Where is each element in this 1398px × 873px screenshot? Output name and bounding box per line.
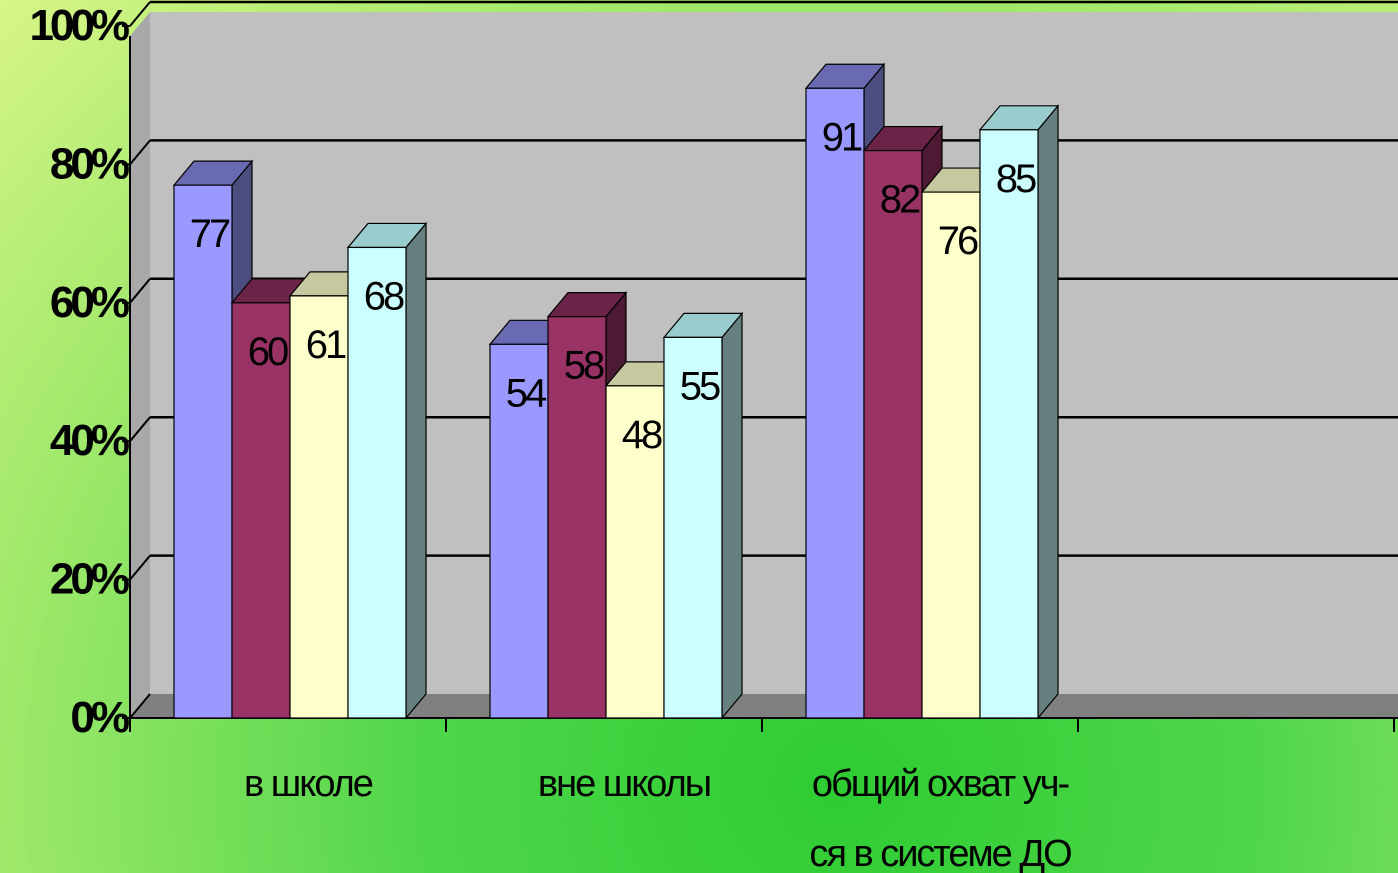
bar-front — [489, 343, 549, 719]
bar-series-4-2 — [662, 311, 744, 720]
data-label: 48 — [622, 413, 662, 457]
side-wall — [130, 12, 150, 718]
data-label: 85 — [996, 157, 1036, 201]
bar-side — [721, 311, 743, 720]
category-label: общий охват уч- — [812, 763, 1069, 805]
bar-front — [231, 302, 291, 719]
data-label: 54 — [506, 371, 547, 415]
data-label: 58 — [564, 344, 604, 388]
y-tick-label: 80% — [50, 139, 129, 188]
bar-side — [405, 221, 427, 720]
gridline-side — [129, 693, 151, 719]
bar-front — [289, 295, 349, 719]
category-label: ся в системе ДО — [809, 833, 1071, 873]
gridline-side — [129, 278, 151, 304]
bar-front — [863, 149, 923, 719]
bar-front — [605, 385, 665, 719]
data-labels: 77 60 61 68 54 58 48 55 91 82 76 85 — [190, 115, 1039, 457]
bar-front — [173, 184, 233, 719]
category-labels: в школе вне школы общий охват уч-ся в сист… — [244, 763, 1073, 873]
bar-front — [921, 191, 981, 719]
y-tick-label: 0% — [70, 693, 128, 742]
floor — [130, 694, 1398, 718]
category-label: вне школы — [538, 763, 710, 805]
data-label: 77 — [190, 212, 230, 256]
bar-side — [1037, 104, 1059, 720]
gridline-side — [129, 554, 151, 581]
data-label: 55 — [680, 364, 720, 408]
bar-series-4-3 — [978, 104, 1060, 720]
bar-front — [663, 336, 723, 719]
y-tick-label: 20% — [50, 555, 129, 604]
gridline-side — [129, 139, 151, 166]
y-tick-label: 60% — [50, 278, 129, 327]
bar-front — [347, 246, 407, 719]
bar-series-4-1 — [346, 221, 428, 720]
bars — [172, 62, 1060, 720]
data-label: 68 — [364, 274, 404, 318]
y-tick-label: 100% — [29, 1, 128, 50]
category-label: в школе — [244, 763, 373, 805]
data-label: 91 — [822, 115, 862, 159]
bar-front — [805, 87, 865, 719]
y-axis-tick-labels: 0% 20% 40% 60% 80% 100% — [29, 1, 132, 742]
bar-front — [979, 129, 1039, 719]
data-label: 76 — [938, 219, 978, 263]
data-label: 60 — [248, 330, 288, 374]
data-label: 82 — [880, 178, 920, 222]
gridline-side — [129, 416, 151, 442]
gridline-side — [129, 1, 151, 27]
gridlines — [129, 0, 1398, 719]
data-label: 61 — [306, 323, 346, 367]
y-tick-label: 40% — [50, 416, 129, 465]
